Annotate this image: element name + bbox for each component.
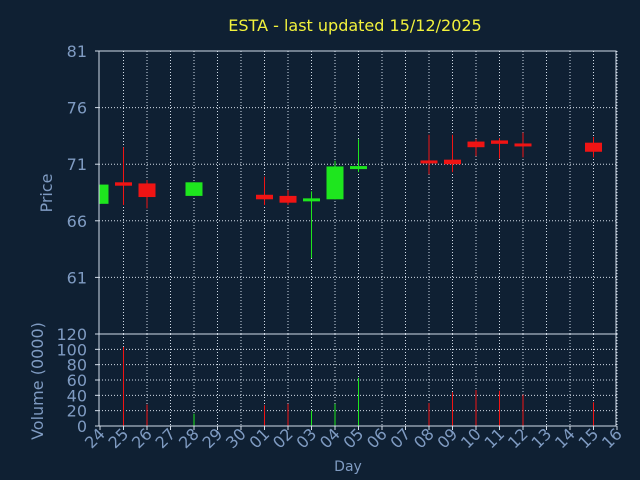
candle xyxy=(99,184,109,204)
volume-grid xyxy=(99,334,618,426)
candle-body xyxy=(303,198,320,202)
candle-body xyxy=(514,143,532,147)
candle xyxy=(514,132,532,158)
candle xyxy=(467,139,485,157)
candle xyxy=(350,139,367,173)
volume-tick-label: 20 xyxy=(67,402,87,421)
x-tick-labels: 2425262728293001020304050607080910111213… xyxy=(81,424,626,452)
candle xyxy=(420,134,438,175)
candle-body xyxy=(491,140,508,144)
volume-tick-label: 60 xyxy=(67,371,87,390)
candle-body xyxy=(350,166,367,170)
volume-tick-label: 0 xyxy=(77,417,87,436)
price-tick-label: 71 xyxy=(67,155,87,174)
x-axis-label: Day xyxy=(334,459,362,475)
price-tick-label: 66 xyxy=(67,212,87,231)
candle-body xyxy=(444,159,461,165)
price-tick-label: 76 xyxy=(67,99,87,118)
chart-title: ESTA - last updated 15/12/2025 xyxy=(228,16,481,35)
candle-body xyxy=(326,166,344,200)
price-tick-label: 61 xyxy=(67,268,87,287)
candle xyxy=(303,191,320,259)
price-grid xyxy=(99,51,618,334)
candle xyxy=(585,137,602,158)
candle-body xyxy=(279,195,297,203)
price-tick-label: 81 xyxy=(67,42,87,61)
candle-body xyxy=(585,142,602,152)
candle xyxy=(279,190,297,205)
volume-axis-label: Volume (0000) xyxy=(28,322,47,440)
candle-body xyxy=(420,160,438,164)
candle xyxy=(138,180,156,209)
candle xyxy=(256,176,273,205)
candle xyxy=(444,134,461,173)
candle-body xyxy=(100,184,109,204)
candle-body xyxy=(256,194,273,200)
x-tick-label: 16 xyxy=(598,424,626,452)
candle-body xyxy=(138,183,156,198)
volume-series xyxy=(123,347,594,426)
volume-tick-label: 80 xyxy=(67,356,87,375)
plot-frames xyxy=(98,50,617,427)
candle-body xyxy=(467,141,485,148)
price-y-ticks: 61 66 71 76 81 xyxy=(67,42,99,287)
candle-body xyxy=(185,182,203,196)
volume-tick-label: 100 xyxy=(56,340,87,359)
candle xyxy=(491,138,508,159)
candlestick-series xyxy=(99,132,602,259)
price-plot-frame xyxy=(98,50,617,335)
candle xyxy=(326,160,344,200)
volume-plot-frame xyxy=(98,333,617,427)
candle xyxy=(115,147,132,205)
candle-body xyxy=(115,182,132,186)
volume-tick-label: 40 xyxy=(67,386,87,405)
volume-tick-label: 120 xyxy=(56,325,87,344)
candle xyxy=(185,182,203,196)
price-axis-label: Price xyxy=(37,173,56,212)
